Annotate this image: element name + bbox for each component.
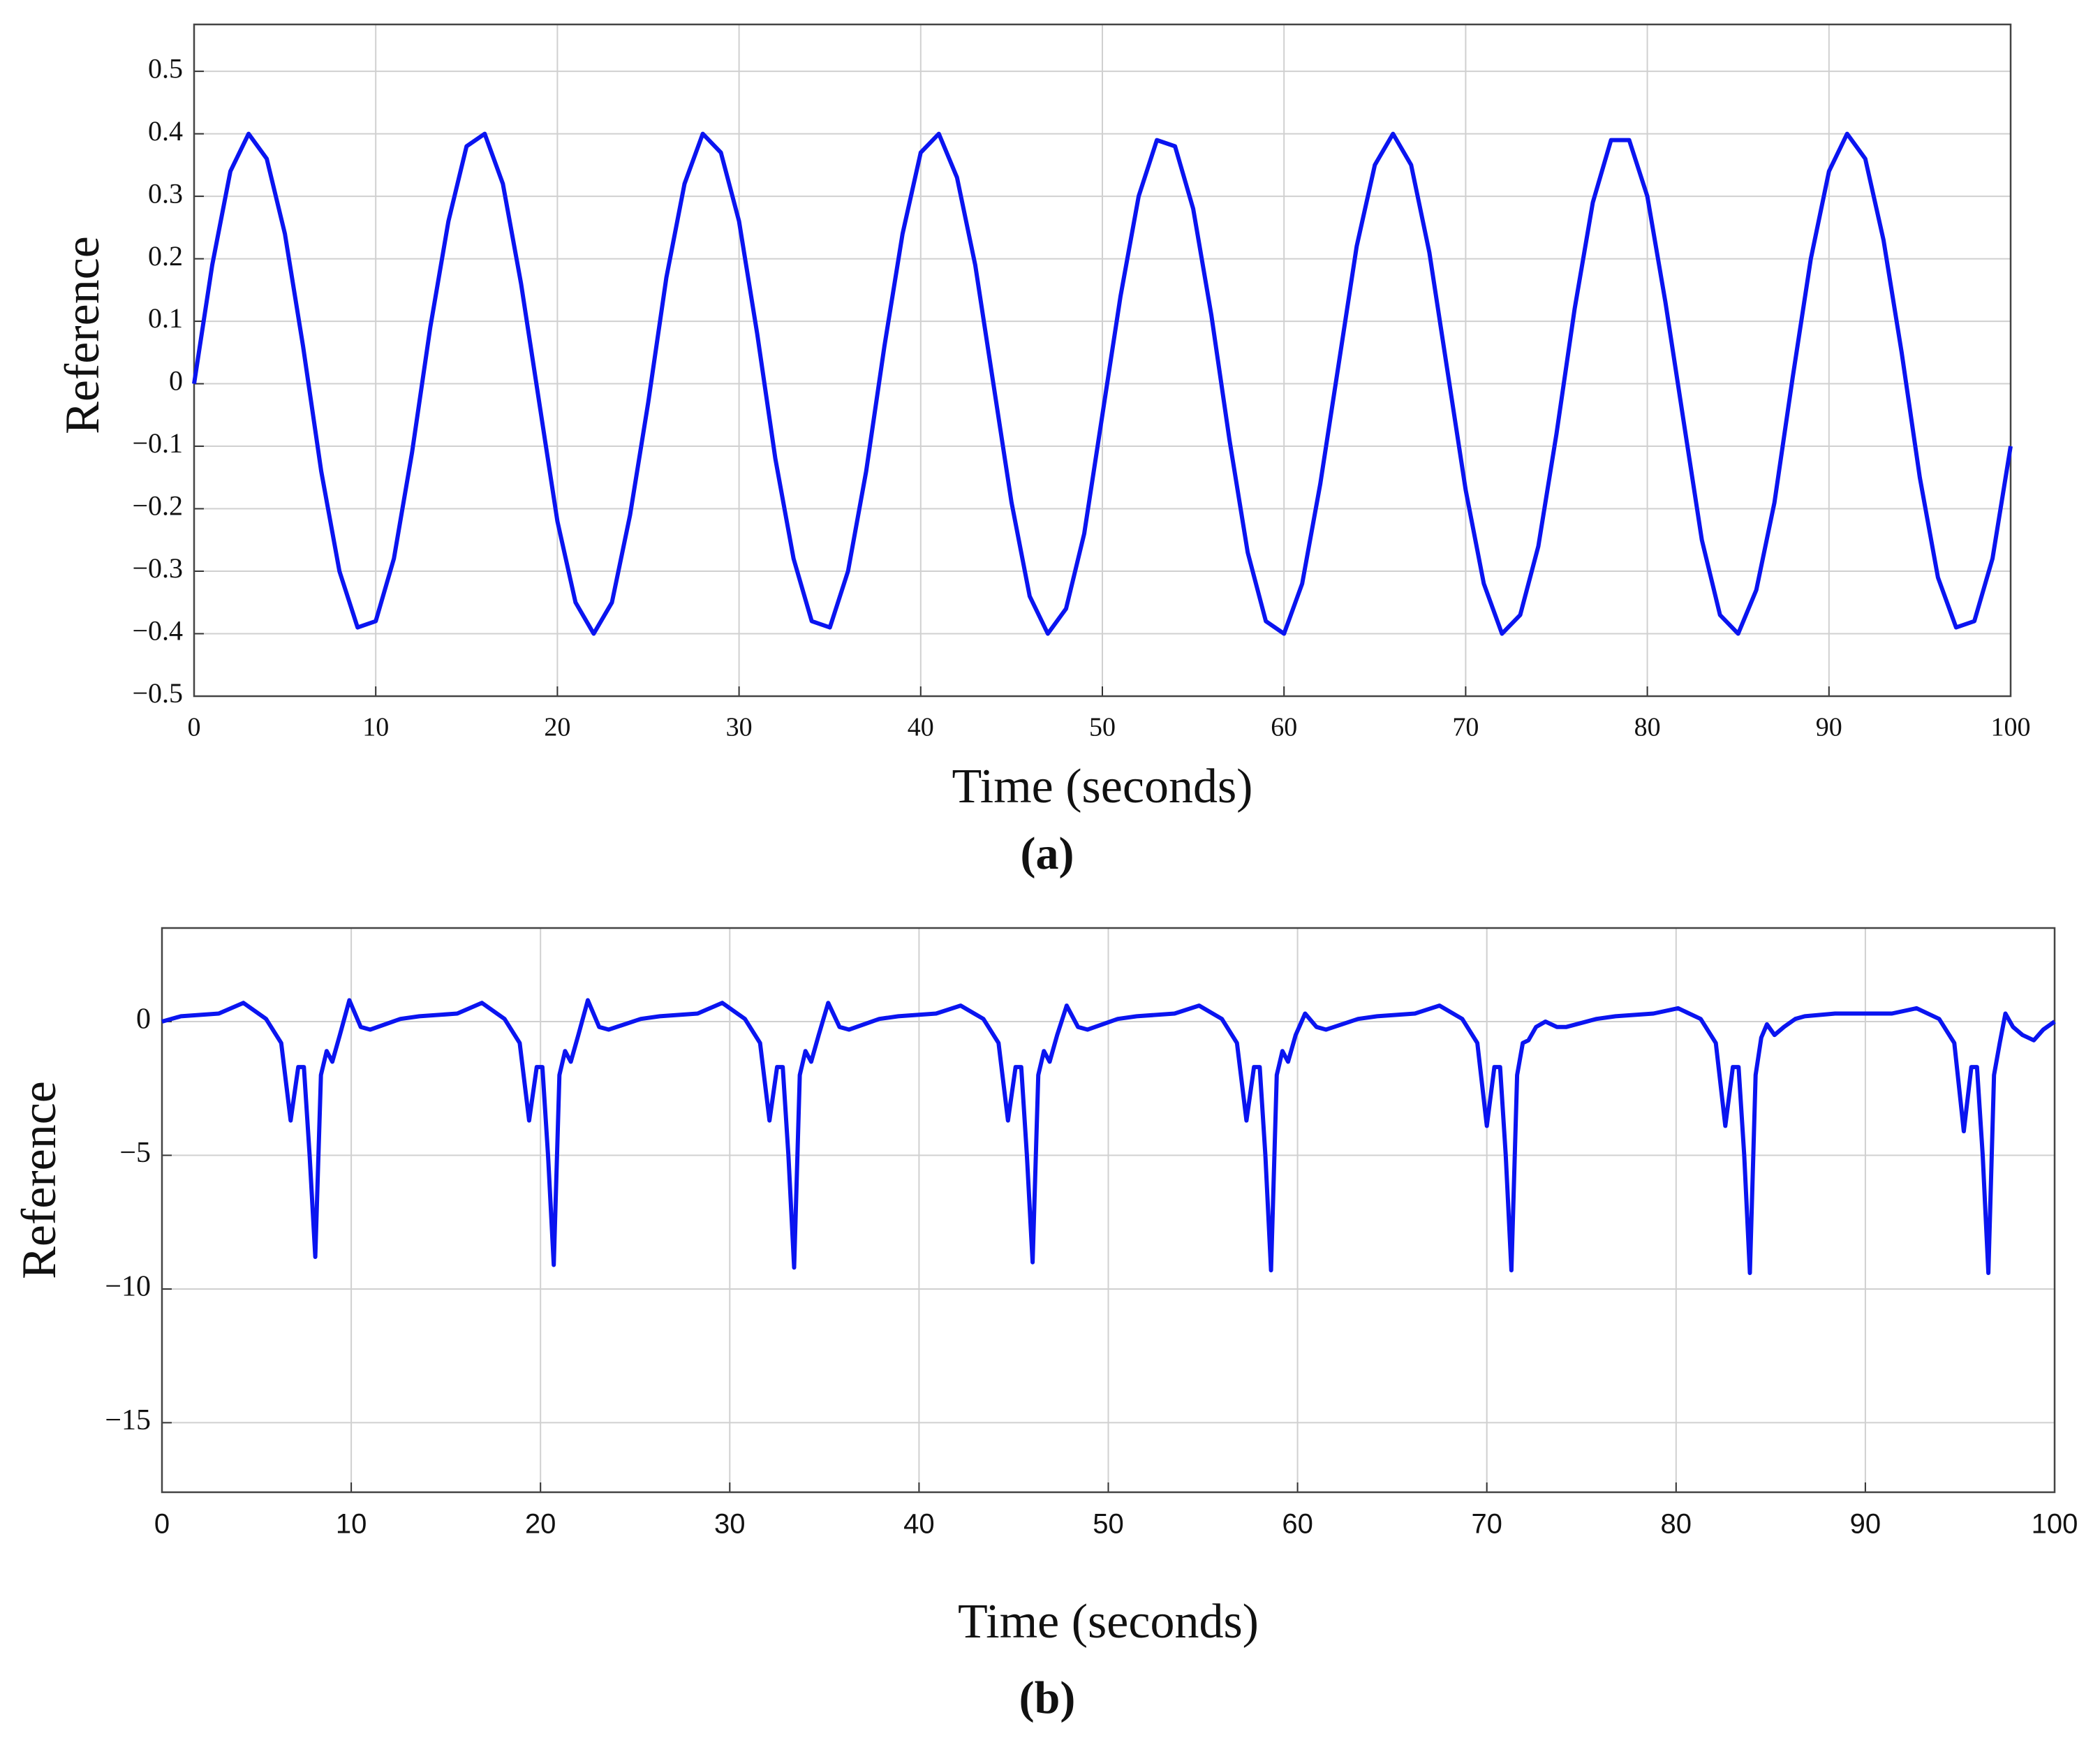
x-tick-label: 60 — [1271, 713, 1297, 742]
x-tick-label: 40 — [908, 713, 934, 742]
data-line — [161, 998, 2056, 1275]
y-tick-label: −0.1 — [132, 427, 183, 459]
y-tick-label: 0.2 — [148, 240, 183, 272]
y-tick-label: −0.5 — [132, 677, 183, 709]
x-tick-label: 70 — [1471, 1509, 1502, 1540]
x-axis-label: Time (seconds) — [952, 760, 1252, 813]
caption: (b) — [1019, 1672, 1076, 1723]
x-tick-label: 100 — [1991, 713, 2031, 742]
x-tick-label: 20 — [525, 1509, 556, 1540]
x-tick-label: 30 — [726, 713, 753, 742]
x-tick-label: 40 — [903, 1509, 935, 1540]
x-tick-label: 10 — [336, 1509, 367, 1540]
x-tick-label: 50 — [1093, 1509, 1124, 1540]
y-tick-label: −15 — [105, 1404, 151, 1436]
plot-frame — [161, 927, 2056, 1494]
x-tick-label: 0 — [154, 1509, 170, 1540]
y-tick-label: −0.4 — [132, 615, 183, 647]
x-tick-label: 90 — [1816, 713, 1842, 742]
y-tick-label: 0.3 — [148, 177, 183, 209]
x-tick-label: 50 — [1089, 713, 1116, 742]
x-tick-label: 80 — [1634, 713, 1661, 742]
x-tick-label: 10 — [362, 713, 389, 742]
y-axis-label: Reference — [56, 236, 110, 434]
y-tick-label: 0.4 — [148, 115, 183, 147]
y-tick-label: 0 — [136, 1003, 151, 1036]
x-tick-label: 100 — [2032, 1509, 2078, 1540]
caption: (a) — [1021, 828, 1074, 879]
y-tick-label: 0 — [169, 365, 183, 397]
y-tick-label: −0.3 — [132, 552, 183, 584]
x-tick-label: 70 — [1452, 713, 1479, 742]
x-tick-label: 80 — [1661, 1509, 1692, 1540]
x-axis-label: Time (seconds) — [958, 1595, 1259, 1649]
y-tick-label: 0.1 — [148, 302, 183, 334]
y-tick-label: −5 — [119, 1137, 151, 1169]
y-tick-label: −0.2 — [132, 490, 183, 522]
y-tick-label: 0.5 — [148, 52, 183, 84]
x-tick-label: 0 — [188, 713, 201, 742]
x-tick-label: 30 — [714, 1509, 746, 1540]
plot-frame — [193, 23, 2012, 698]
x-tick-label: 60 — [1282, 1509, 1313, 1540]
x-tick-label: 20 — [544, 713, 570, 742]
y-tick-label: −10 — [105, 1271, 151, 1303]
x-tick-label: 90 — [1850, 1509, 1881, 1540]
data-line — [192, 131, 2013, 636]
y-axis-label: Reference — [13, 1081, 66, 1279]
